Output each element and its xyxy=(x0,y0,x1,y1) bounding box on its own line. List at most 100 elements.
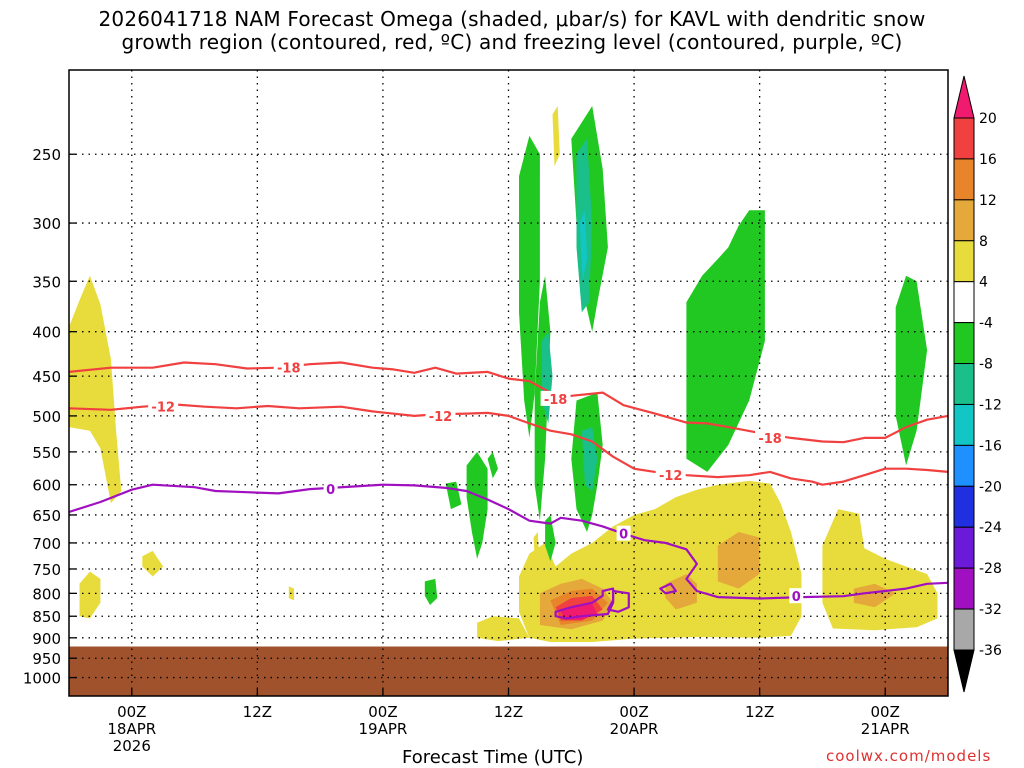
omega-region-19 xyxy=(487,451,498,479)
colorbar-label-11: -28 xyxy=(979,561,1002,577)
colorbar-label-9: -20 xyxy=(979,479,1002,495)
colorbar-bin-7 xyxy=(953,363,975,405)
contour-label-2-2: 0 xyxy=(792,590,801,605)
y-tick-label-450: 450 xyxy=(32,368,61,386)
colorbar-bin-4 xyxy=(953,240,975,283)
contour-label-bg-2-0 xyxy=(323,481,338,497)
omega-region-12 xyxy=(717,532,760,589)
x-tick-label-6-1: 18APR xyxy=(107,720,156,738)
colorbar-bin-5 xyxy=(953,281,975,324)
x-tick-label-30-0: 00Z xyxy=(368,703,397,721)
chart-title-line-2: growth region (contoured, red, ºC) and f… xyxy=(121,30,903,54)
colorbar-bin-0 xyxy=(953,75,975,119)
y-tick-label-900: 900 xyxy=(32,630,61,648)
colorbar-bin-1 xyxy=(953,117,975,160)
x-tick-label-18-0: 12Z xyxy=(243,703,272,721)
omega-region-8 xyxy=(552,106,560,167)
contour-label-2-0: 0 xyxy=(326,483,335,498)
colorbar-label-6: -8 xyxy=(979,357,993,373)
contour-lines: -18 -18 -18 -12 -12 -12 0 0 0 xyxy=(69,359,948,620)
omega-region-26 xyxy=(686,210,765,472)
x-tick-label-78-0: 00Z xyxy=(871,703,900,721)
colorbar-bin-13 xyxy=(953,608,975,651)
colorbar-label-4: 4 xyxy=(979,275,988,291)
contour-label-bg-1-1 xyxy=(425,407,456,423)
colorbar-bin-11 xyxy=(953,526,975,569)
omega-region-6 xyxy=(533,532,540,579)
omega-region-21 xyxy=(519,135,540,438)
y-tick-label-700: 700 xyxy=(32,535,61,553)
chart-title-line-1: 2026041718 NAM Forecast Omega (shaded, μ… xyxy=(98,7,926,31)
y-tick-label-350: 350 xyxy=(32,273,61,291)
omega-region-23 xyxy=(545,515,556,562)
contour-label-1-0: -12 xyxy=(151,401,175,416)
y-tick-label-250: 250 xyxy=(32,146,61,164)
y-tick-label-750: 750 xyxy=(32,561,61,579)
colorbar-label-1: 16 xyxy=(979,152,997,168)
x-tick-label-30-1: 19APR xyxy=(359,720,408,738)
colorbar-label-8: -16 xyxy=(979,438,1002,454)
x-tick-label-6-2: 2026 xyxy=(113,737,151,755)
x-tick-label-54-0: 00Z xyxy=(619,703,648,721)
colorbar-label-12: -32 xyxy=(979,602,1002,618)
contour-label-0-1: -18 xyxy=(544,393,568,408)
colorbar-bin-10 xyxy=(953,485,975,528)
contour-label-1-2: -12 xyxy=(659,469,683,484)
x-tick-label-6-0: 00Z xyxy=(117,703,146,721)
y-tick-label-500: 500 xyxy=(32,408,61,426)
omega-region-18 xyxy=(466,451,488,559)
omega-region-4 xyxy=(477,616,530,642)
colorbar-label-0: 20 xyxy=(979,111,997,127)
colorbar-bin-6 xyxy=(953,322,975,365)
contour-label-2-1: 0 xyxy=(619,528,628,543)
contour-label-1-1: -12 xyxy=(429,410,453,425)
colorbar-label-10: -24 xyxy=(979,520,1002,536)
contour-label-bg-2-1 xyxy=(616,525,631,541)
y-tick-label-550: 550 xyxy=(32,444,61,462)
y-tick-label-600: 600 xyxy=(32,477,61,495)
colorbar-label-7: -12 xyxy=(979,397,1002,413)
y-tick-label-850: 850 xyxy=(32,608,61,626)
chart-title: 2026041718 NAM Forecast Omega (shaded, μ… xyxy=(0,8,1024,54)
colorbar-bin-14 xyxy=(953,649,975,693)
y-tick-label-300: 300 xyxy=(32,215,61,233)
contour-label-0-0: -18 xyxy=(277,362,301,377)
contour-label-bg-0-2 xyxy=(755,429,786,445)
x-tick-label-42-0: 12Z xyxy=(494,703,523,721)
colorbar-label-2: 12 xyxy=(979,193,997,209)
contour-label-bg-0-0 xyxy=(273,359,304,375)
omega-region-31 xyxy=(579,210,587,282)
omega-region-9 xyxy=(822,509,938,631)
y-tick-label-400: 400 xyxy=(32,324,61,342)
grid-lines xyxy=(69,70,948,696)
x-tick-label-54-1: 20APR xyxy=(610,720,659,738)
x-tick-label-78-1: 21APR xyxy=(861,720,910,738)
omega-region-27 xyxy=(895,275,928,466)
contour-label-bg-0-1 xyxy=(540,390,571,406)
colorbar-bin-8 xyxy=(953,403,975,446)
colorbar-bin-3 xyxy=(953,199,975,242)
contour-label-bg-2-2 xyxy=(789,588,804,604)
colorbar-bin-12 xyxy=(953,567,975,610)
colorbar-label-5: -4 xyxy=(979,316,993,332)
contour-line-5 xyxy=(659,582,678,595)
x-tick-label-66-0: 12Z xyxy=(745,703,774,721)
omega-region-13 xyxy=(853,583,896,608)
contour-line-4 xyxy=(606,589,630,613)
colorbar-label-3: 8 xyxy=(979,234,988,250)
colorbar: 20 16 12 8 4 -4 -8 -12 -16 -20 -24 -28 -32 -36 xyxy=(953,75,1002,693)
contour-line-1 xyxy=(69,403,948,486)
contour-label-0-2: -18 xyxy=(758,432,782,447)
omega-shading xyxy=(69,106,938,642)
y-tick-label-800: 800 xyxy=(32,585,61,603)
colorbar-bin-2 xyxy=(953,158,975,201)
credit-link[interactable]: coolwx.com/models xyxy=(826,747,992,765)
omega-region-20 xyxy=(424,578,438,605)
omega-region-0 xyxy=(69,275,122,504)
colorbar-label-13: -36 xyxy=(979,643,1002,659)
contour-label-bg-1-2 xyxy=(655,467,686,483)
y-tick-label-950: 950 xyxy=(32,650,61,668)
contour-label-bg-1-0 xyxy=(148,398,179,414)
